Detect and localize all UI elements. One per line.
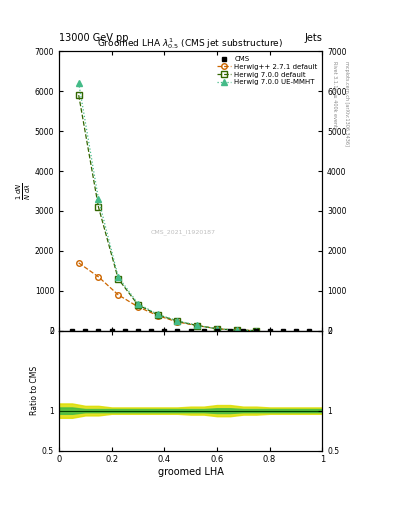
Text: mcplots.cern.ch [arXiv:1306.3436]: mcplots.cern.ch [arXiv:1306.3436] bbox=[344, 61, 349, 146]
Herwig++ 2.7.1 default bbox=[234, 327, 239, 333]
Herwig++ 2.7.1 default bbox=[96, 274, 101, 280]
Line: Herwig 7.0.0 default: Herwig 7.0.0 default bbox=[76, 92, 259, 333]
Line: Herwig++ 2.7.1 default: Herwig++ 2.7.1 default bbox=[76, 260, 259, 333]
Legend: CMS, Herwig++ 2.7.1 default, Herwig 7.0.0 default, Herwig 7.0.0 UE-MMHT: CMS, Herwig++ 2.7.1 default, Herwig 7.0.… bbox=[216, 55, 319, 87]
Herwig 7.0.0 UE-MMHT bbox=[136, 301, 140, 307]
Herwig 7.0.0 default bbox=[76, 92, 81, 98]
CMS bbox=[215, 328, 219, 334]
Herwig 7.0.0 UE-MMHT bbox=[254, 328, 259, 334]
CMS bbox=[202, 328, 206, 334]
Herwig 7.0.0 UE-MMHT bbox=[155, 311, 160, 317]
Y-axis label: Ratio to CMS: Ratio to CMS bbox=[30, 366, 39, 415]
Text: CMS_2021_I1920187: CMS_2021_I1920187 bbox=[150, 229, 215, 234]
Herwig 7.0.0 UE-MMHT bbox=[215, 326, 219, 332]
CMS bbox=[83, 328, 88, 334]
Text: Rivet 3.1.10, ≥ 400k events: Rivet 3.1.10, ≥ 400k events bbox=[332, 61, 337, 130]
CMS bbox=[294, 328, 298, 334]
Herwig 7.0.0 UE-MMHT bbox=[116, 274, 121, 280]
CMS bbox=[267, 328, 272, 334]
Herwig 7.0.0 UE-MMHT bbox=[76, 80, 81, 86]
Herwig++ 2.7.1 default bbox=[76, 260, 81, 266]
CMS bbox=[70, 328, 75, 334]
CMS bbox=[254, 328, 259, 334]
CMS bbox=[281, 328, 285, 334]
CMS bbox=[228, 328, 233, 334]
Herwig 7.0.0 default bbox=[234, 327, 239, 333]
Text: Jets: Jets bbox=[305, 33, 322, 44]
Y-axis label: $\frac{1}{N}\frac{dN}{d\lambda}$: $\frac{1}{N}\frac{dN}{d\lambda}$ bbox=[15, 182, 33, 200]
Herwig++ 2.7.1 default bbox=[215, 326, 219, 332]
Herwig 7.0.0 default bbox=[195, 323, 200, 329]
Text: 13000 GeV pp: 13000 GeV pp bbox=[59, 33, 129, 44]
CMS bbox=[109, 328, 114, 334]
CMS bbox=[123, 328, 127, 334]
Herwig++ 2.7.1 default bbox=[136, 304, 140, 310]
Herwig 7.0.0 UE-MMHT bbox=[195, 322, 200, 328]
CMS bbox=[149, 328, 153, 334]
CMS bbox=[136, 328, 140, 334]
Herwig 7.0.0 default bbox=[136, 302, 140, 308]
CMS bbox=[307, 328, 311, 334]
Herwig 7.0.0 default bbox=[254, 328, 259, 334]
Herwig++ 2.7.1 default bbox=[195, 323, 200, 329]
Herwig 7.0.0 default bbox=[116, 276, 121, 282]
Title: Groomed LHA $\lambda^{1}_{0.5}$ (CMS jet substructure): Groomed LHA $\lambda^{1}_{0.5}$ (CMS jet… bbox=[97, 36, 284, 51]
CMS bbox=[188, 328, 193, 334]
Herwig 7.0.0 default bbox=[215, 326, 219, 332]
CMS bbox=[162, 328, 167, 334]
Herwig 7.0.0 default bbox=[155, 312, 160, 318]
Herwig 7.0.0 default bbox=[175, 318, 180, 324]
Line: Herwig 7.0.0 UE-MMHT: Herwig 7.0.0 UE-MMHT bbox=[76, 80, 259, 333]
Herwig 7.0.0 default bbox=[96, 204, 101, 210]
CMS bbox=[241, 328, 246, 334]
Line: CMS: CMS bbox=[70, 328, 312, 333]
Herwig 7.0.0 UE-MMHT bbox=[234, 327, 239, 333]
CMS bbox=[96, 328, 101, 334]
Herwig 7.0.0 UE-MMHT bbox=[175, 317, 180, 324]
Herwig 7.0.0 UE-MMHT bbox=[96, 196, 101, 202]
Herwig++ 2.7.1 default bbox=[254, 328, 259, 334]
Herwig++ 2.7.1 default bbox=[155, 312, 160, 318]
Herwig++ 2.7.1 default bbox=[116, 292, 121, 298]
Herwig++ 2.7.1 default bbox=[175, 319, 180, 325]
X-axis label: groomed LHA: groomed LHA bbox=[158, 467, 224, 477]
CMS bbox=[175, 328, 180, 334]
